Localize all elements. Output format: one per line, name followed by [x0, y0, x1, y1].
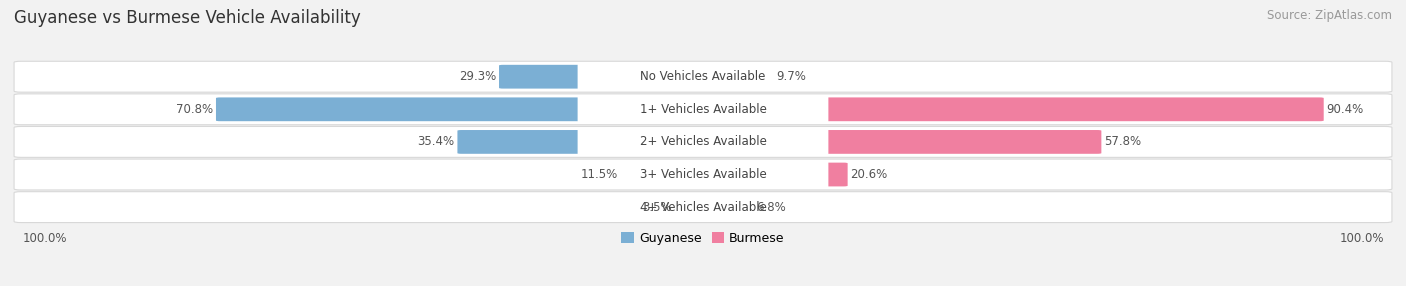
FancyBboxPatch shape — [589, 195, 679, 219]
FancyBboxPatch shape — [499, 65, 593, 89]
FancyBboxPatch shape — [14, 192, 1392, 223]
Text: 29.3%: 29.3% — [458, 70, 496, 83]
FancyBboxPatch shape — [578, 128, 828, 156]
Text: Guyanese vs Burmese Vehicle Availability: Guyanese vs Burmese Vehicle Availability — [14, 9, 361, 27]
Text: 35.4%: 35.4% — [418, 135, 454, 148]
FancyBboxPatch shape — [813, 130, 1101, 154]
FancyBboxPatch shape — [578, 160, 828, 188]
Text: 100.0%: 100.0% — [22, 232, 67, 245]
FancyBboxPatch shape — [813, 98, 1323, 121]
Text: 20.6%: 20.6% — [851, 168, 887, 181]
Text: 4+ Vehicles Available: 4+ Vehicles Available — [640, 200, 766, 214]
Text: 100.0%: 100.0% — [1339, 232, 1384, 245]
FancyBboxPatch shape — [14, 159, 1392, 190]
FancyBboxPatch shape — [14, 94, 1392, 125]
FancyBboxPatch shape — [813, 163, 848, 186]
Text: 3.5%: 3.5% — [643, 200, 672, 214]
Text: 70.8%: 70.8% — [176, 103, 214, 116]
Text: 9.7%: 9.7% — [776, 70, 806, 83]
FancyBboxPatch shape — [578, 193, 828, 221]
FancyBboxPatch shape — [457, 130, 593, 154]
Text: 6.8%: 6.8% — [756, 200, 786, 214]
FancyBboxPatch shape — [589, 163, 624, 186]
FancyBboxPatch shape — [749, 195, 817, 219]
Text: 1+ Vehicles Available: 1+ Vehicles Available — [640, 103, 766, 116]
Text: 57.8%: 57.8% — [1104, 135, 1142, 148]
FancyBboxPatch shape — [14, 61, 1392, 92]
Text: 11.5%: 11.5% — [581, 168, 617, 181]
Text: Source: ZipAtlas.com: Source: ZipAtlas.com — [1267, 9, 1392, 21]
Text: 3+ Vehicles Available: 3+ Vehicles Available — [640, 168, 766, 181]
Text: 90.4%: 90.4% — [1326, 103, 1364, 116]
FancyBboxPatch shape — [578, 95, 828, 123]
FancyBboxPatch shape — [769, 65, 817, 89]
Legend: Guyanese, Burmese: Guyanese, Burmese — [616, 227, 790, 250]
Text: 2+ Vehicles Available: 2+ Vehicles Available — [640, 135, 766, 148]
Text: No Vehicles Available: No Vehicles Available — [640, 70, 766, 83]
FancyBboxPatch shape — [217, 98, 593, 121]
FancyBboxPatch shape — [14, 126, 1392, 157]
FancyBboxPatch shape — [578, 63, 828, 91]
